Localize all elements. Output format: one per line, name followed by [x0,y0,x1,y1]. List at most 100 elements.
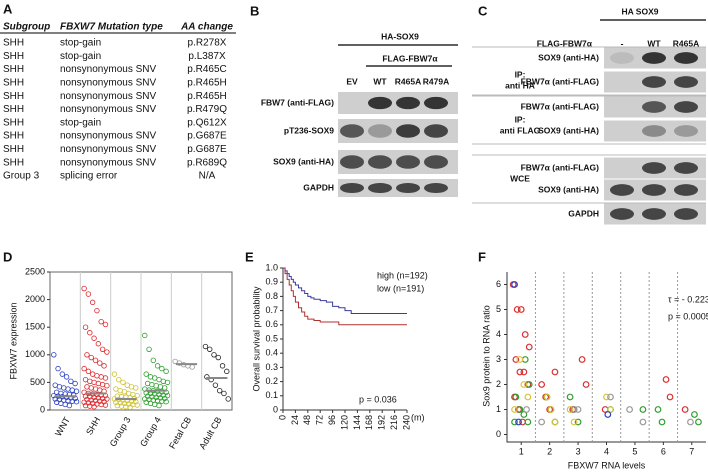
point [128,384,135,390]
point [154,363,161,369]
band [340,182,364,194]
point [160,378,166,384]
point [152,401,158,408]
panel-label: F [478,249,486,264]
point [144,380,151,387]
band [424,96,448,110]
point [91,403,97,410]
point [512,393,520,401]
blot [604,120,706,142]
x-tick-label: 4 [604,446,609,456]
band [642,184,666,196]
point [538,418,546,426]
table-cell: p.Q612X [187,117,227,128]
point [516,356,524,363]
band [396,96,420,110]
table-cell: p.L387X [188,51,226,62]
point [143,371,149,377]
table-cell: SHH [3,38,24,49]
table-header: Subgroup [3,22,50,33]
lane-label: WT [647,38,661,48]
annotation: p = 0.036 [359,394,397,404]
table-cell: stop-gain [60,38,101,49]
x-tick-label: 3 [576,446,581,456]
row-label: GAPDH [303,182,334,192]
point [604,411,612,418]
table-cell: SHH [3,78,24,89]
point [607,406,614,413]
point [578,356,586,363]
band [642,101,666,113]
point [84,352,90,358]
point [104,396,110,402]
table-cell: stop-gain [60,51,101,62]
point [163,399,169,405]
point [68,378,74,384]
point [98,374,104,380]
table-cell: nonsynonymous SNV [60,157,156,168]
point [102,321,109,328]
blot-subheader: FLAG-FBW7α [382,53,438,63]
y-tick-label: 0.4 [265,348,278,358]
point [95,380,102,387]
point [511,418,518,426]
x-tick-label: 5 [632,446,637,456]
point [149,381,155,388]
point [101,363,107,369]
row-label: FBW7 (anti-FLAG) [261,97,334,107]
point [73,388,80,394]
band [340,124,364,138]
table-cell: SHH [3,117,24,128]
point [551,418,559,426]
point [512,356,520,363]
point [84,384,90,390]
y-tick-label: 2500 [25,266,45,276]
band [340,155,364,169]
x-tick-label: 0 [277,415,287,420]
point [153,383,159,389]
point [511,281,518,288]
point [221,390,227,397]
x-tick-label: 120 [339,415,349,430]
table-cell: nonsynonymous SNV [60,91,156,102]
table-cell: nonsynonymous SNV [60,144,156,155]
band [396,155,420,169]
point [88,385,94,391]
point [189,364,195,370]
band [610,208,634,220]
band [368,155,392,169]
point [538,381,546,388]
y-tick-label: 1500 [25,322,45,332]
point [603,393,610,401]
panel-label: C [478,3,488,18]
y-tick-label: 3 [496,354,501,364]
band [674,52,698,64]
x-tick-label: Group 3 [108,415,133,448]
row-label: SOX9 (anti-HA) [273,156,334,166]
y-tick-label: 0.3 [265,362,278,372]
point [516,368,524,376]
point [66,402,73,409]
y-tick-label: 5 [496,304,501,314]
point [82,324,89,330]
table-cell: nonsynonymous SNV [60,104,156,115]
band [368,124,392,138]
survival-curve [283,267,407,314]
point [574,418,582,426]
point [98,318,104,325]
point [134,392,140,399]
survival-curve [283,267,407,326]
table-cell: p.R278X [188,38,227,49]
panel-label: B [250,3,259,18]
band [396,182,420,194]
table-cell: Group 3 [3,171,40,182]
table-cell: SHH [3,157,24,168]
panel-label: D [3,249,12,264]
y-tick-label: 500 [30,377,45,387]
point [104,349,110,355]
annotation: τ = - 0.223 [668,294,708,304]
point [55,365,61,372]
y-tick-label: 0 [40,404,45,414]
band [674,76,698,88]
